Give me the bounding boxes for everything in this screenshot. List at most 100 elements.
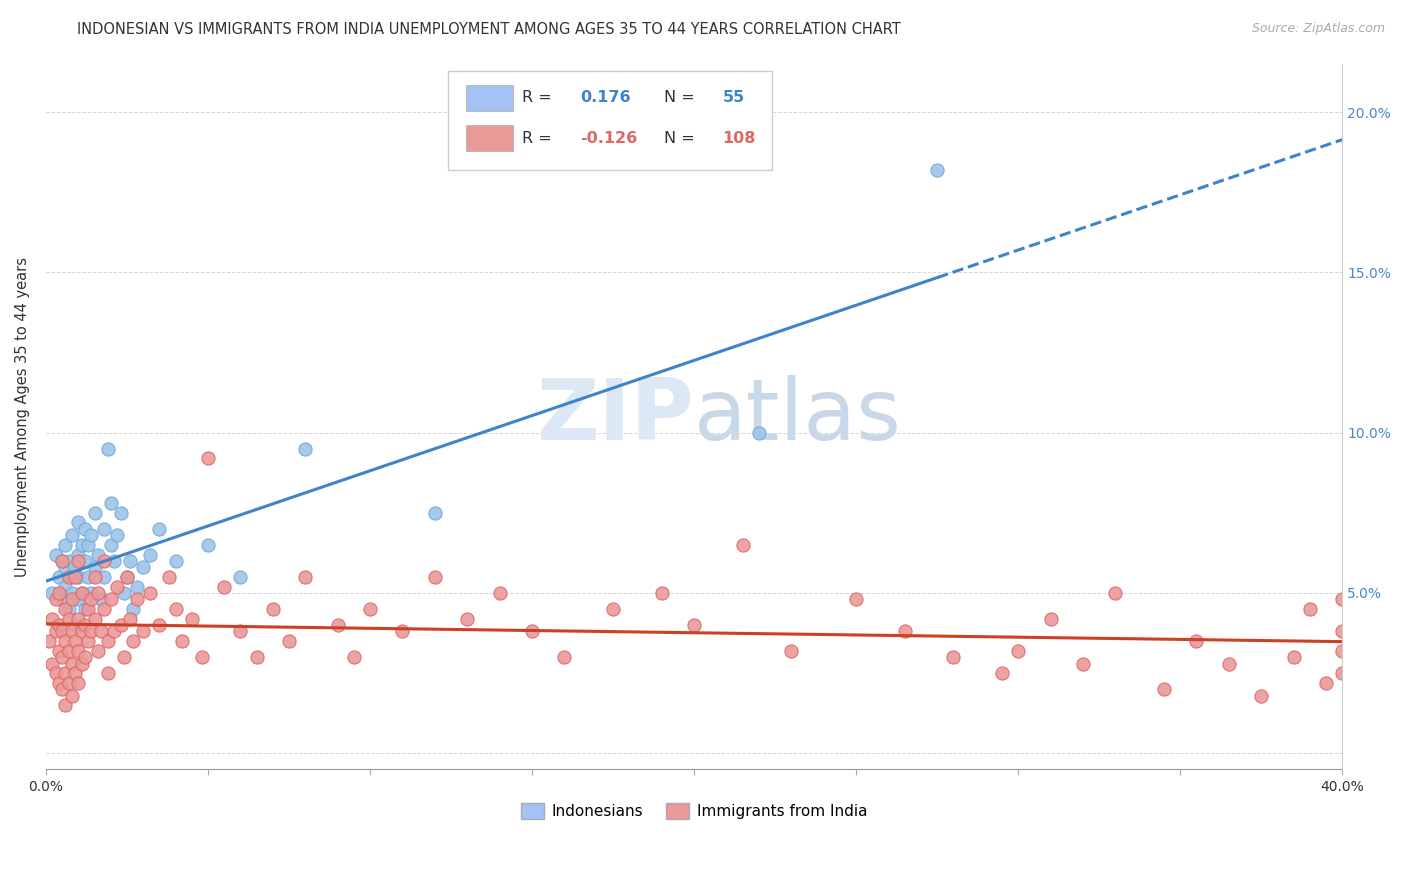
- Point: [63, 618, 86, 632]
- Point: [55, 634, 77, 648]
- Y-axis label: Unemployment Among Ages 35 to 44 years: Unemployment Among Ages 35 to 44 years: [15, 257, 30, 577]
- Point: [73, 602, 96, 616]
- FancyBboxPatch shape: [449, 71, 772, 169]
- Point: [423, 570, 446, 584]
- Point: [45, 592, 67, 607]
- Point: [58, 570, 80, 584]
- Point: [67, 548, 90, 562]
- Point: [80, 592, 103, 607]
- Point: [73, 618, 96, 632]
- Point: [423, 506, 446, 520]
- Point: [51, 592, 73, 607]
- Point: [100, 538, 122, 552]
- Point: [51, 624, 73, 639]
- Point: [48, 586, 70, 600]
- Point: [172, 634, 194, 648]
- Point: [70, 586, 93, 600]
- Point: [63, 634, 86, 648]
- Point: [87, 548, 110, 562]
- Point: [520, 624, 543, 639]
- Point: [115, 570, 138, 584]
- Point: [197, 451, 219, 466]
- Point: [262, 602, 284, 616]
- Point: [77, 538, 100, 552]
- Point: [100, 496, 122, 510]
- Point: [683, 618, 706, 632]
- Text: 0.176: 0.176: [581, 90, 631, 105]
- Legend: Indonesians, Immigrants from India: Indonesians, Immigrants from India: [515, 797, 873, 825]
- Point: [70, 624, 93, 639]
- Point: [343, 650, 366, 665]
- Point: [125, 592, 148, 607]
- Point: [991, 666, 1014, 681]
- Point: [1185, 634, 1208, 648]
- Point: [122, 602, 145, 616]
- Point: [927, 162, 949, 177]
- Point: [731, 538, 754, 552]
- Point: [1299, 602, 1322, 616]
- Point: [96, 634, 118, 648]
- Point: [122, 634, 145, 648]
- Point: [1331, 592, 1354, 607]
- Point: [70, 538, 93, 552]
- Point: [38, 634, 60, 648]
- Point: [602, 602, 624, 616]
- Text: INDONESIAN VS IMMIGRANTS FROM INDIA UNEMPLOYMENT AMONG AGES 35 TO 44 YEARS CORRE: INDONESIAN VS IMMIGRANTS FROM INDIA UNEM…: [77, 22, 901, 37]
- Point: [77, 634, 100, 648]
- Point: [391, 624, 413, 639]
- Point: [83, 506, 105, 520]
- Point: [115, 570, 138, 584]
- Point: [55, 602, 77, 616]
- Point: [55, 698, 77, 713]
- Point: [80, 586, 103, 600]
- Point: [48, 618, 70, 632]
- Point: [229, 624, 252, 639]
- Point: [63, 666, 86, 681]
- Point: [93, 522, 115, 536]
- Point: [112, 650, 135, 665]
- Point: [45, 624, 67, 639]
- Point: [359, 602, 381, 616]
- FancyBboxPatch shape: [465, 126, 513, 151]
- Point: [1331, 624, 1354, 639]
- Point: [55, 538, 77, 552]
- Text: R =: R =: [522, 90, 557, 105]
- Point: [45, 666, 67, 681]
- Point: [942, 650, 965, 665]
- Point: [1007, 643, 1029, 657]
- Point: [132, 624, 155, 639]
- Point: [63, 570, 86, 584]
- Point: [70, 657, 93, 671]
- Point: [48, 643, 70, 657]
- Point: [93, 602, 115, 616]
- Point: [41, 657, 63, 671]
- Text: N =: N =: [664, 130, 700, 145]
- Point: [894, 624, 917, 639]
- Point: [63, 560, 86, 574]
- Point: [51, 650, 73, 665]
- Point: [651, 586, 673, 600]
- Point: [212, 580, 235, 594]
- Point: [294, 570, 316, 584]
- Point: [105, 580, 128, 594]
- Point: [148, 522, 170, 536]
- Point: [780, 643, 803, 657]
- Point: [60, 624, 83, 639]
- Point: [246, 650, 269, 665]
- Point: [1315, 675, 1337, 690]
- Point: [83, 612, 105, 626]
- Point: [326, 618, 349, 632]
- Point: [80, 528, 103, 542]
- Point: [748, 425, 770, 440]
- Text: N =: N =: [664, 90, 700, 105]
- Point: [90, 592, 112, 607]
- Point: [1331, 666, 1354, 681]
- Point: [138, 586, 160, 600]
- Point: [103, 554, 125, 568]
- Point: [1071, 657, 1094, 671]
- Point: [70, 586, 93, 600]
- Point: [58, 643, 80, 657]
- Point: [48, 570, 70, 584]
- Point: [58, 675, 80, 690]
- Point: [105, 528, 128, 542]
